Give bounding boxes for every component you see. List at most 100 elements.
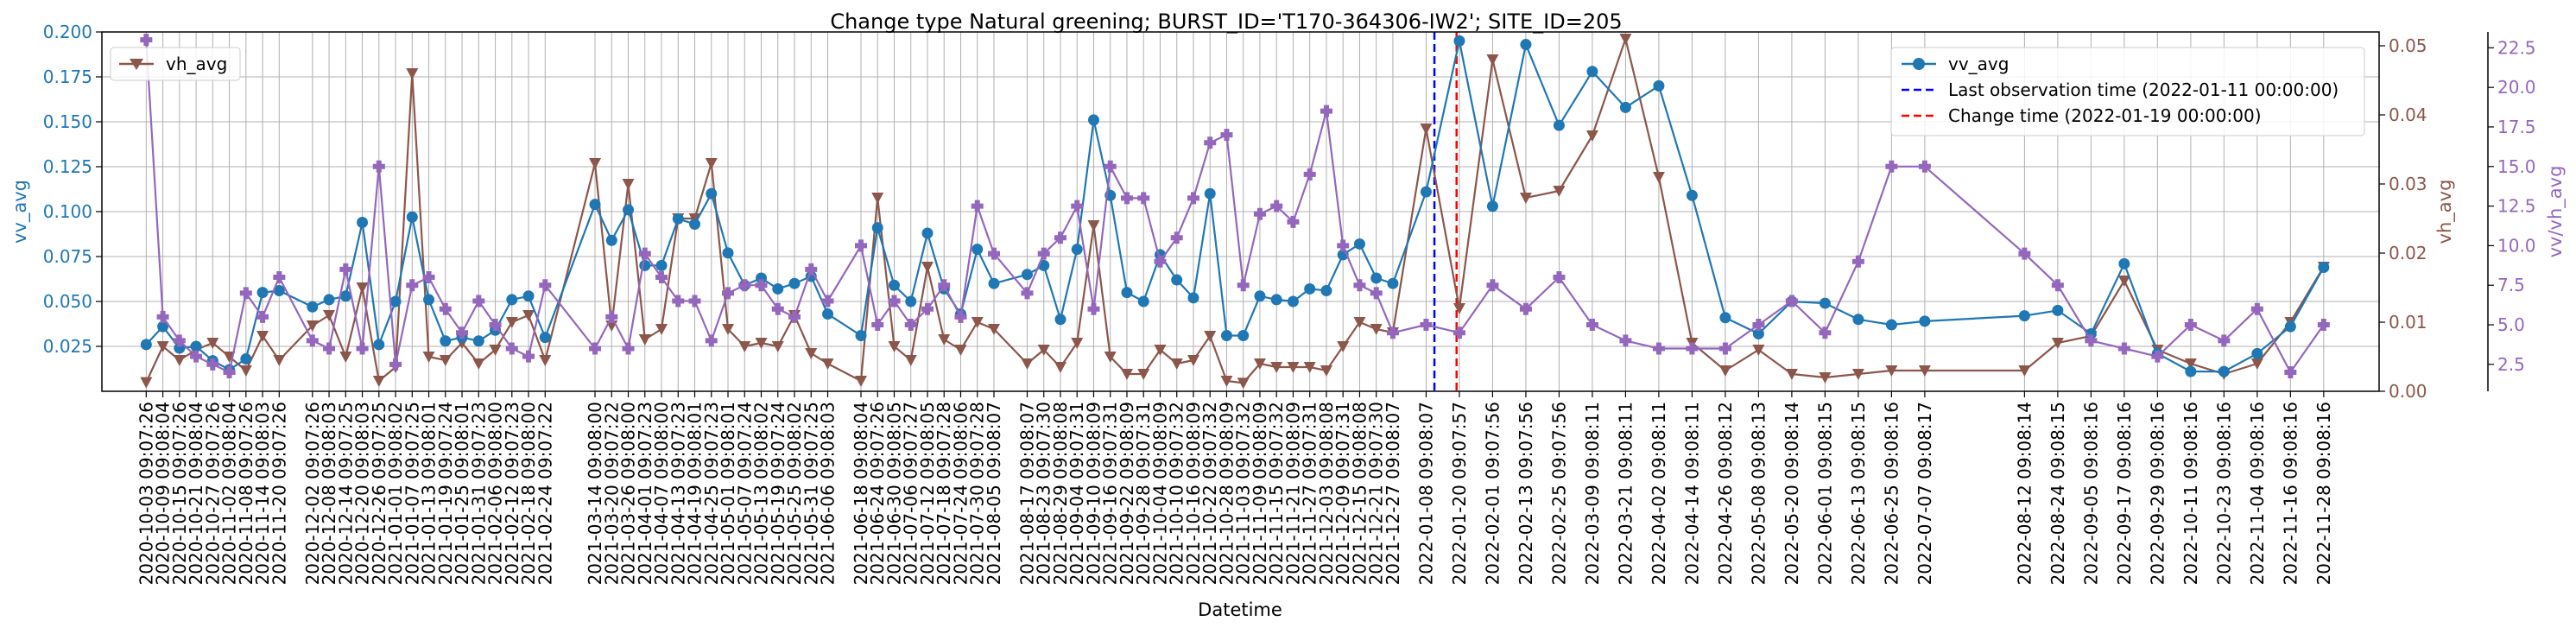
x-tick-label: 2021-08-23 09:07:30 [1034,402,1054,585]
y-tick-label-right1: 0.05 [2389,35,2427,56]
legend-change-label: Change time (2022-01-19 00:00:00) [1948,105,2262,126]
x-axis-label: Datetime [1198,599,1282,620]
data-point-vv-avg [1187,292,1199,304]
data-point-vv-vh-avg [239,287,252,300]
legend-vh-label: vh_avg [166,54,227,74]
data-point-vv-vh-avg [472,295,485,307]
y-axis-label-left: vv_avg [9,180,31,244]
data-point-vv-vh-avg [705,334,718,347]
y-tick-label-right1: 0.01 [2389,312,2427,333]
x-tick-label: 2020-11-08 09:07:26 [236,402,256,585]
data-point-vh-avg [1253,358,1266,370]
data-point-vv-vh-avg [1453,327,1465,339]
data-point-vh-avg [1420,124,1433,135]
data-point-vv-avg [539,332,551,344]
y-tick-label-left: 0.150 [43,111,92,132]
data-point-vv-avg [1885,319,1897,331]
data-point-vh-avg [904,355,917,366]
y-tick-label-right2: 10.0 [2497,235,2536,256]
data-point-vv-vh-avg [1270,200,1283,212]
x-tick-label: 2022-01-08 09:08:07 [1415,402,1436,585]
data-point-vv-vh-avg [1054,231,1066,244]
data-point-vv-avg [1237,330,1250,342]
x-tick-label: 2022-10-23 09:08:16 [2213,402,2234,585]
data-point-vv-vh-avg [954,310,967,323]
data-point-vv-vh-avg [1553,271,1566,284]
x-tick-label: 2021-12-03 09:08:08 [1316,402,1337,585]
y-tick-label-right2: 20.0 [2497,77,2536,98]
data-point-vv-avg [655,259,668,271]
data-point-vv-vh-avg [1104,160,1117,173]
data-point-vv-avg [855,330,867,342]
data-point-vh-avg [372,376,385,387]
x-tick-label: 2021-02-18 09:08:00 [518,402,539,585]
chart-title: Change type Natural greening; BURST_ID='… [830,10,1622,34]
data-point-vh-avg [356,282,369,294]
x-tick-label: 2020-12-08 09:08:03 [319,402,339,585]
x-tick-label: 2021-08-05 09:08:07 [984,402,1004,585]
data-point-vh-avg [771,341,784,352]
data-point-vv-vh-avg [2085,334,2098,347]
x-tick-label: 2021-07-18 09:07:28 [934,402,954,585]
data-point-vv-avg [1054,314,1066,326]
legend-vv-marker [1913,58,1925,70]
data-point-vh-avg [938,334,951,346]
data-point-vv-avg [1171,274,1183,286]
y-tick-label-left: 0.200 [43,22,92,42]
y-tick-label-right2: 17.5 [2497,117,2536,137]
data-point-vv-vh-avg [2218,334,2231,347]
data-point-vv-avg [1553,119,1565,131]
data-point-vv-vh-avg [805,263,818,276]
data-point-vv-vh-avg [987,247,1000,260]
data-point-vv-vh-avg [888,295,901,307]
x-tick-label: 2022-01-20 09:07:57 [1449,402,1470,585]
y-tick-label-right1: 0.00 [2389,381,2427,402]
data-point-vv-avg [522,290,535,302]
data-point-vv-vh-avg [190,350,203,363]
x-tick-label: 2020-10-27 09:07:26 [202,402,223,585]
x-tick-label: 2021-04-07 09:08:00 [651,402,672,585]
data-point-vv-vh-avg [1253,207,1266,220]
data-point-vh-avg [239,365,252,377]
x-tick-label: 2021-11-09 09:08:09 [1250,402,1270,585]
data-point-vv-vh-avg [672,295,685,307]
data-point-vh-avg [722,324,735,335]
data-point-vv-vh-avg [1320,105,1332,117]
data-point-vv-avg [1653,79,1665,92]
data-point-vv-vh-avg [722,287,735,300]
y-tick-label-left: 0.100 [43,201,92,222]
data-point-vv-vh-avg [1918,160,1931,173]
data-point-vv-vh-avg [2317,319,2330,332]
x-tick-label: 2021-04-19 09:08:01 [685,402,706,585]
legend-last-obs-label: Last observation time (2022-01-11 00:00:… [1948,79,2339,100]
y-tick-label-right1: 0.04 [2389,105,2427,125]
x-tick-label: 2021-06-24 09:07:26 [867,402,888,585]
data-point-vv-avg [1686,189,1698,201]
data-point-vv-vh-avg [788,310,801,323]
data-point-vv-vh-avg [140,34,153,47]
y-tick-label-right2: 7.5 [2497,275,2525,295]
x-tick-label: 2021-12-09 09:07:31 [1332,402,1353,585]
x-tick-label: 2021-01-25 09:08:01 [452,402,472,585]
x-tick-label: 2021-07-12 09:08:05 [917,402,938,585]
data-point-vv-avg [1304,282,1316,295]
data-point-vh-avg [622,179,635,190]
data-point-vv-vh-avg [2184,319,2197,332]
x-tick-label: 2020-10-03 09:07:26 [136,402,156,585]
legend-vv-label: vv_avg [1948,54,2009,74]
data-point-vh-avg [738,341,751,352]
x-tick-label: 2020-11-20 09:07:26 [269,402,289,585]
x-tick-label: 2021-09-22 09:08:09 [1117,402,1137,585]
data-point-vv-vh-avg [1885,160,1898,173]
data-point-vv-avg [190,340,202,352]
data-point-vv-avg [1387,277,1399,289]
data-point-vh-avg [1021,358,1034,370]
data-point-vv-avg [1520,39,1532,51]
data-point-vh-avg [156,341,169,352]
x-tick-label: 2022-09-17 09:08:16 [2114,402,2135,585]
data-point-vv-vh-avg [273,271,286,284]
data-point-vv-avg [506,294,518,306]
y-tick-label-right2: 15.0 [2497,156,2536,177]
data-point-vh-avg [921,262,934,273]
data-point-vv-avg [2318,261,2330,273]
